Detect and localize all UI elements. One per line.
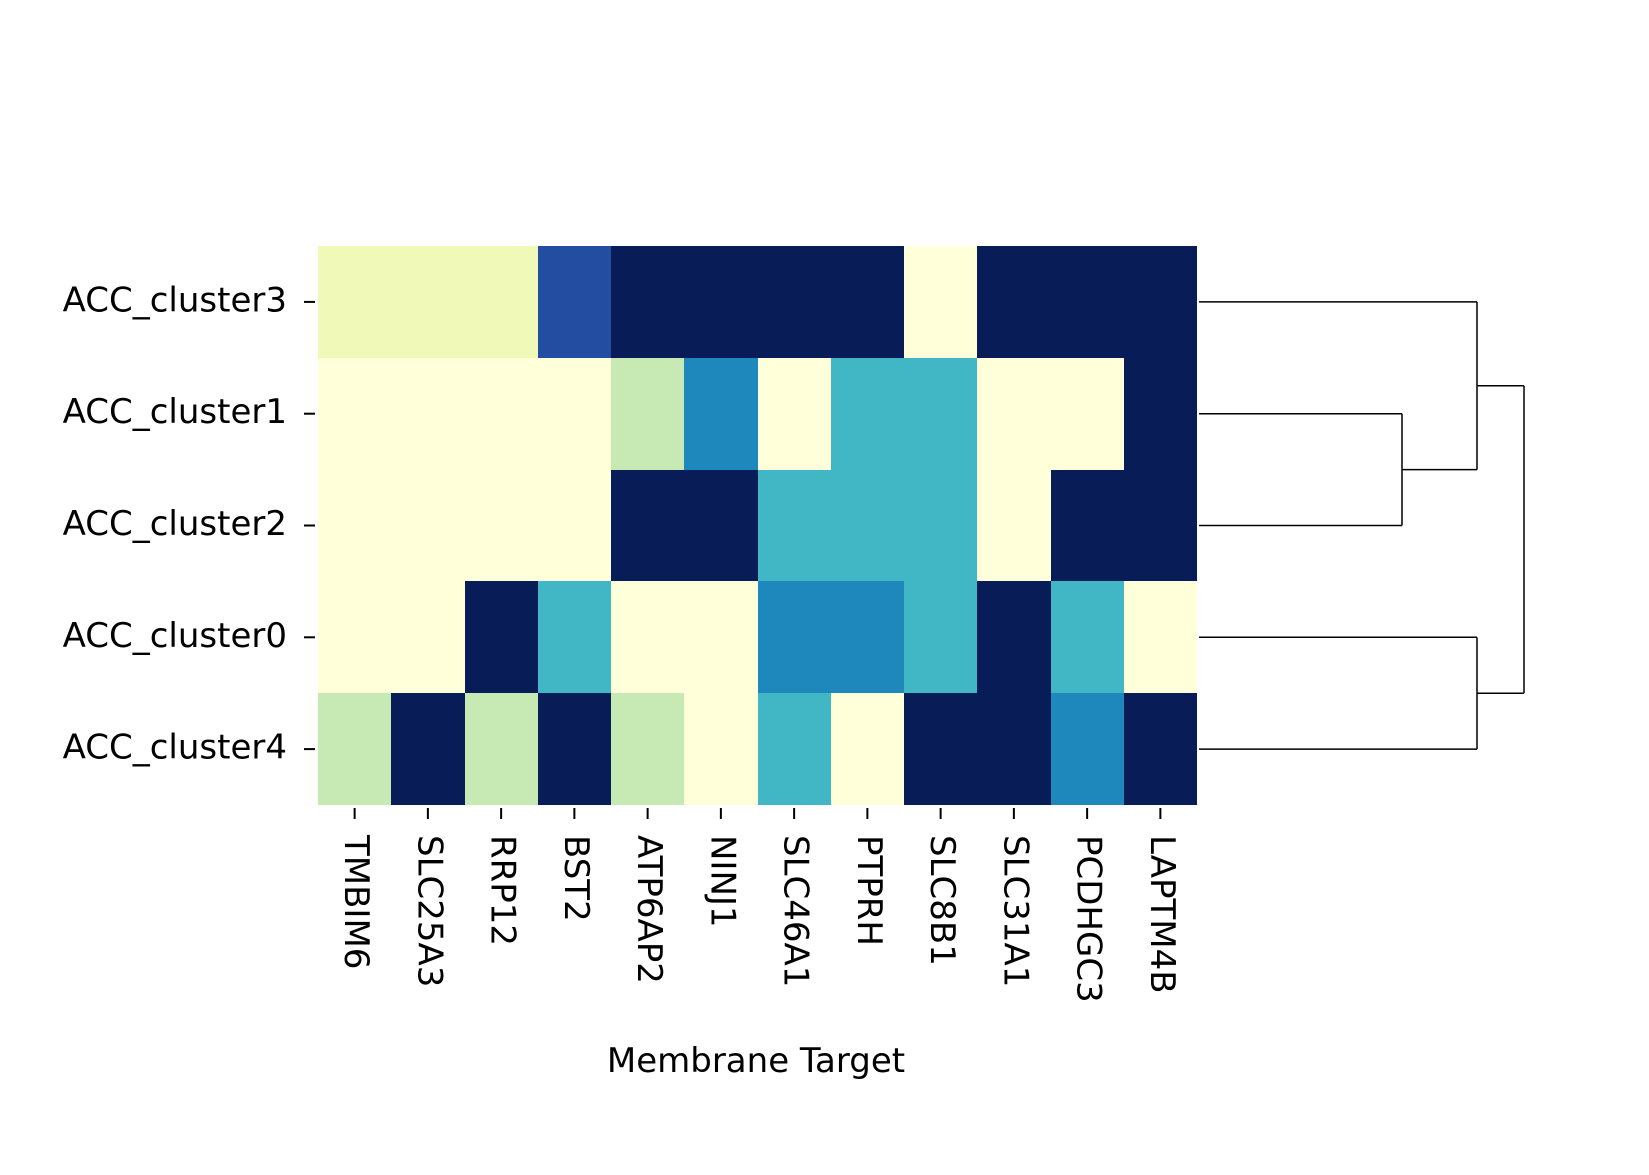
x-axis-title: Membrane Target [607, 1041, 905, 1081]
heatmap-cell [684, 470, 758, 581]
heatmap-cell [758, 246, 831, 358]
heatmap-cell [1124, 581, 1197, 693]
heatmap-cell [465, 246, 538, 358]
x-tick-label: BST2 [556, 835, 596, 922]
heatmap-cell [465, 470, 538, 581]
x-tick-label: NINJ1 [702, 835, 742, 928]
heatmap-cell [831, 358, 904, 470]
heatmap-cell [758, 581, 831, 693]
heatmap-cell [1124, 470, 1197, 581]
heatmap-cell [831, 581, 904, 693]
heatmap-cell [318, 246, 391, 358]
x-tick-label: PCDHGC3 [1069, 835, 1109, 1003]
heatmap-cell [318, 581, 391, 693]
heatmap-cell [977, 693, 1051, 805]
heatmap-cells [318, 246, 1197, 805]
heatmap-cell [611, 693, 684, 805]
heatmap-cell [391, 693, 465, 805]
heatmap-cell [391, 581, 465, 693]
x-tick-label: SLC31A1 [995, 835, 1035, 987]
heatmap-cell [684, 358, 758, 470]
heatmap-cell [977, 470, 1051, 581]
heatmap-cell [758, 358, 831, 470]
x-tick-label: TMBIM6 [336, 834, 376, 969]
heatmap-cell [758, 693, 831, 805]
heatmap-cell [1124, 693, 1197, 805]
y-axis: ACC_cluster3 ACC_cluster1 ACC_cluster2 ACC_… [63, 280, 315, 768]
heatmap-cell [1051, 246, 1124, 358]
heatmap-cell [1124, 358, 1197, 470]
x-tick-label: SLC25A3 [409, 835, 449, 987]
heatmap-cell [904, 581, 977, 693]
heatmap-cell [684, 693, 758, 805]
heatmap-cell [391, 470, 465, 581]
heatmap-cell [465, 581, 538, 693]
x-tick-label: PTPRH [849, 835, 889, 946]
y-tick-label: ACC_cluster2 [63, 504, 287, 544]
heatmap-cell [538, 581, 611, 693]
y-tick-label: ACC_cluster0 [63, 616, 287, 656]
heatmap-cell [318, 470, 391, 581]
heatmap-cell [391, 246, 465, 358]
heatmap-cell [1051, 581, 1124, 693]
heatmap-cell [684, 246, 758, 358]
heatmap-cell [758, 470, 831, 581]
heatmap-cell [1051, 358, 1124, 470]
heatmap-cell [977, 246, 1051, 358]
heatmap-cell [977, 581, 1051, 693]
x-tick-label: ATP6AP2 [629, 835, 669, 984]
heatmap-cell [465, 358, 538, 470]
heatmap-cell [611, 581, 684, 693]
heatmap-cell [1051, 470, 1124, 581]
x-tick-label: RRP12 [483, 835, 523, 946]
heatmap-cell [831, 246, 904, 358]
heatmap-cell [831, 470, 904, 581]
x-axis: TMBIM6 SLC25A3 RRP12 BST2 ATP6AP2 NINJ1 SLC46A… [336, 808, 1182, 1003]
x-tick-label: SLC8B1 [922, 835, 962, 966]
heatmap-cell [611, 470, 684, 581]
heatmap-cell [538, 470, 611, 581]
heatmap-cell [465, 693, 538, 805]
heatmap-cell [538, 693, 611, 805]
heatmap-cell [904, 693, 977, 805]
y-tick-label: ACC_cluster4 [63, 728, 287, 768]
heatmap-cell [318, 358, 391, 470]
heatmap-cell [1124, 246, 1197, 358]
heatmap-cell [977, 358, 1051, 470]
x-tick-label: SLC46A1 [776, 835, 816, 987]
heatmap-cell [318, 693, 391, 805]
heatmap-cell [831, 693, 904, 805]
heatmap-cell [904, 358, 977, 470]
heatmap-cell [538, 246, 611, 358]
heatmap-cell [904, 470, 977, 581]
heatmap-cell [538, 358, 611, 470]
heatmap-cell [611, 246, 684, 358]
heatmap-cell [1051, 693, 1124, 805]
y-tick-label: ACC_cluster3 [63, 280, 287, 320]
heatmap-cell [611, 358, 684, 470]
x-tick-label: LAPTM4B [1142, 835, 1182, 994]
heatmap-cell [391, 358, 465, 470]
row-dendrogram [1199, 301, 1525, 750]
heatmap-cell [904, 246, 977, 358]
y-tick-label: ACC_cluster1 [63, 392, 287, 432]
heatmap-cell [684, 581, 758, 693]
